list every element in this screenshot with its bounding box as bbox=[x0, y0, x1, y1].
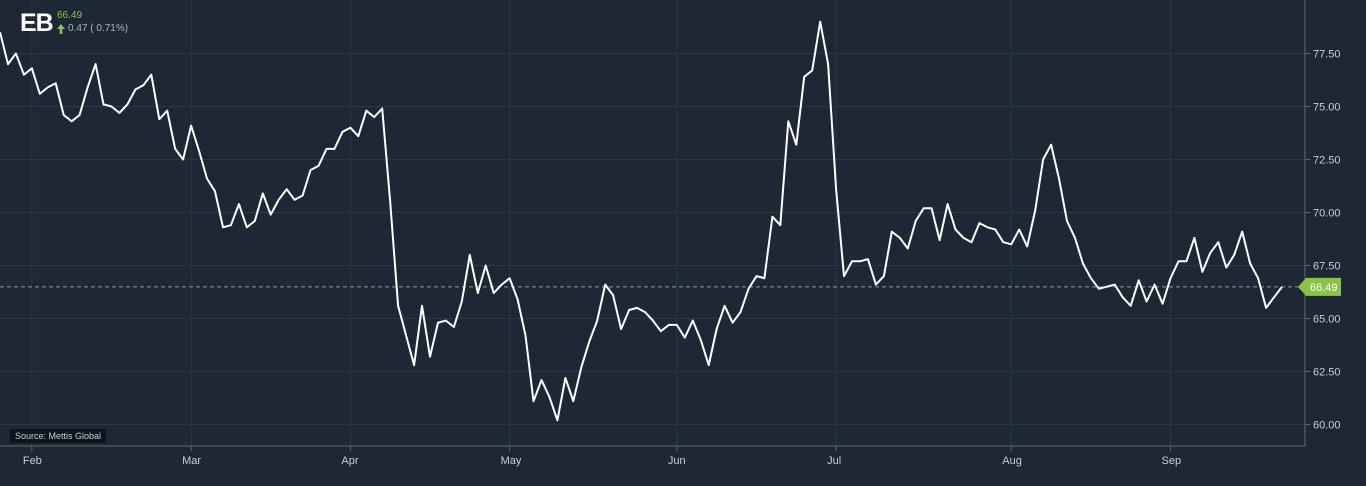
ticker-symbol: EB bbox=[20, 9, 54, 37]
x-tick-label: Jul bbox=[827, 455, 841, 467]
price-change-value: 0.47 ( 0.71%) bbox=[68, 23, 129, 34]
axes bbox=[0, 0, 1310, 451]
x-tick-label: Mar bbox=[182, 455, 201, 467]
y-tick-label: 77.50 bbox=[1313, 49, 1341, 61]
grid bbox=[0, 0, 1305, 446]
x-tick-label: Aug bbox=[1002, 455, 1022, 467]
current-price: 66.49 bbox=[57, 10, 83, 21]
labels: 60.00 62.50 65.00 67.50 70.00 72.50 75.00 77.50… bbox=[23, 49, 1341, 467]
y-tick-label: 72.50 bbox=[1313, 155, 1341, 167]
y-tick-label: 65.00 bbox=[1313, 314, 1341, 326]
arrow-up-icon bbox=[57, 24, 65, 34]
x-tick-label: Sep bbox=[1162, 455, 1182, 467]
x-tick-label: May bbox=[501, 455, 522, 467]
series-layer bbox=[0, 20, 1283, 422]
last-price-label: 66.49 bbox=[1310, 282, 1338, 294]
x-tick-label: Apr bbox=[341, 455, 358, 467]
x-tick-label: Feb bbox=[23, 455, 42, 467]
y-tick-label: 75.00 bbox=[1313, 102, 1341, 114]
source-label: Source: Mettis Global bbox=[10, 429, 107, 443]
y-tick-label: 62.50 bbox=[1313, 367, 1341, 379]
y-tick-label: 67.50 bbox=[1313, 261, 1341, 273]
y-tick-label: 60.00 bbox=[1313, 420, 1341, 432]
price-change: 0.47 ( 0.71%) bbox=[57, 23, 128, 35]
y-tick-label: 70.00 bbox=[1313, 208, 1341, 220]
last-price-badge bbox=[1298, 277, 1341, 296]
price-series-line bbox=[0, 20, 1283, 422]
x-tick-label: Jun bbox=[668, 455, 686, 467]
